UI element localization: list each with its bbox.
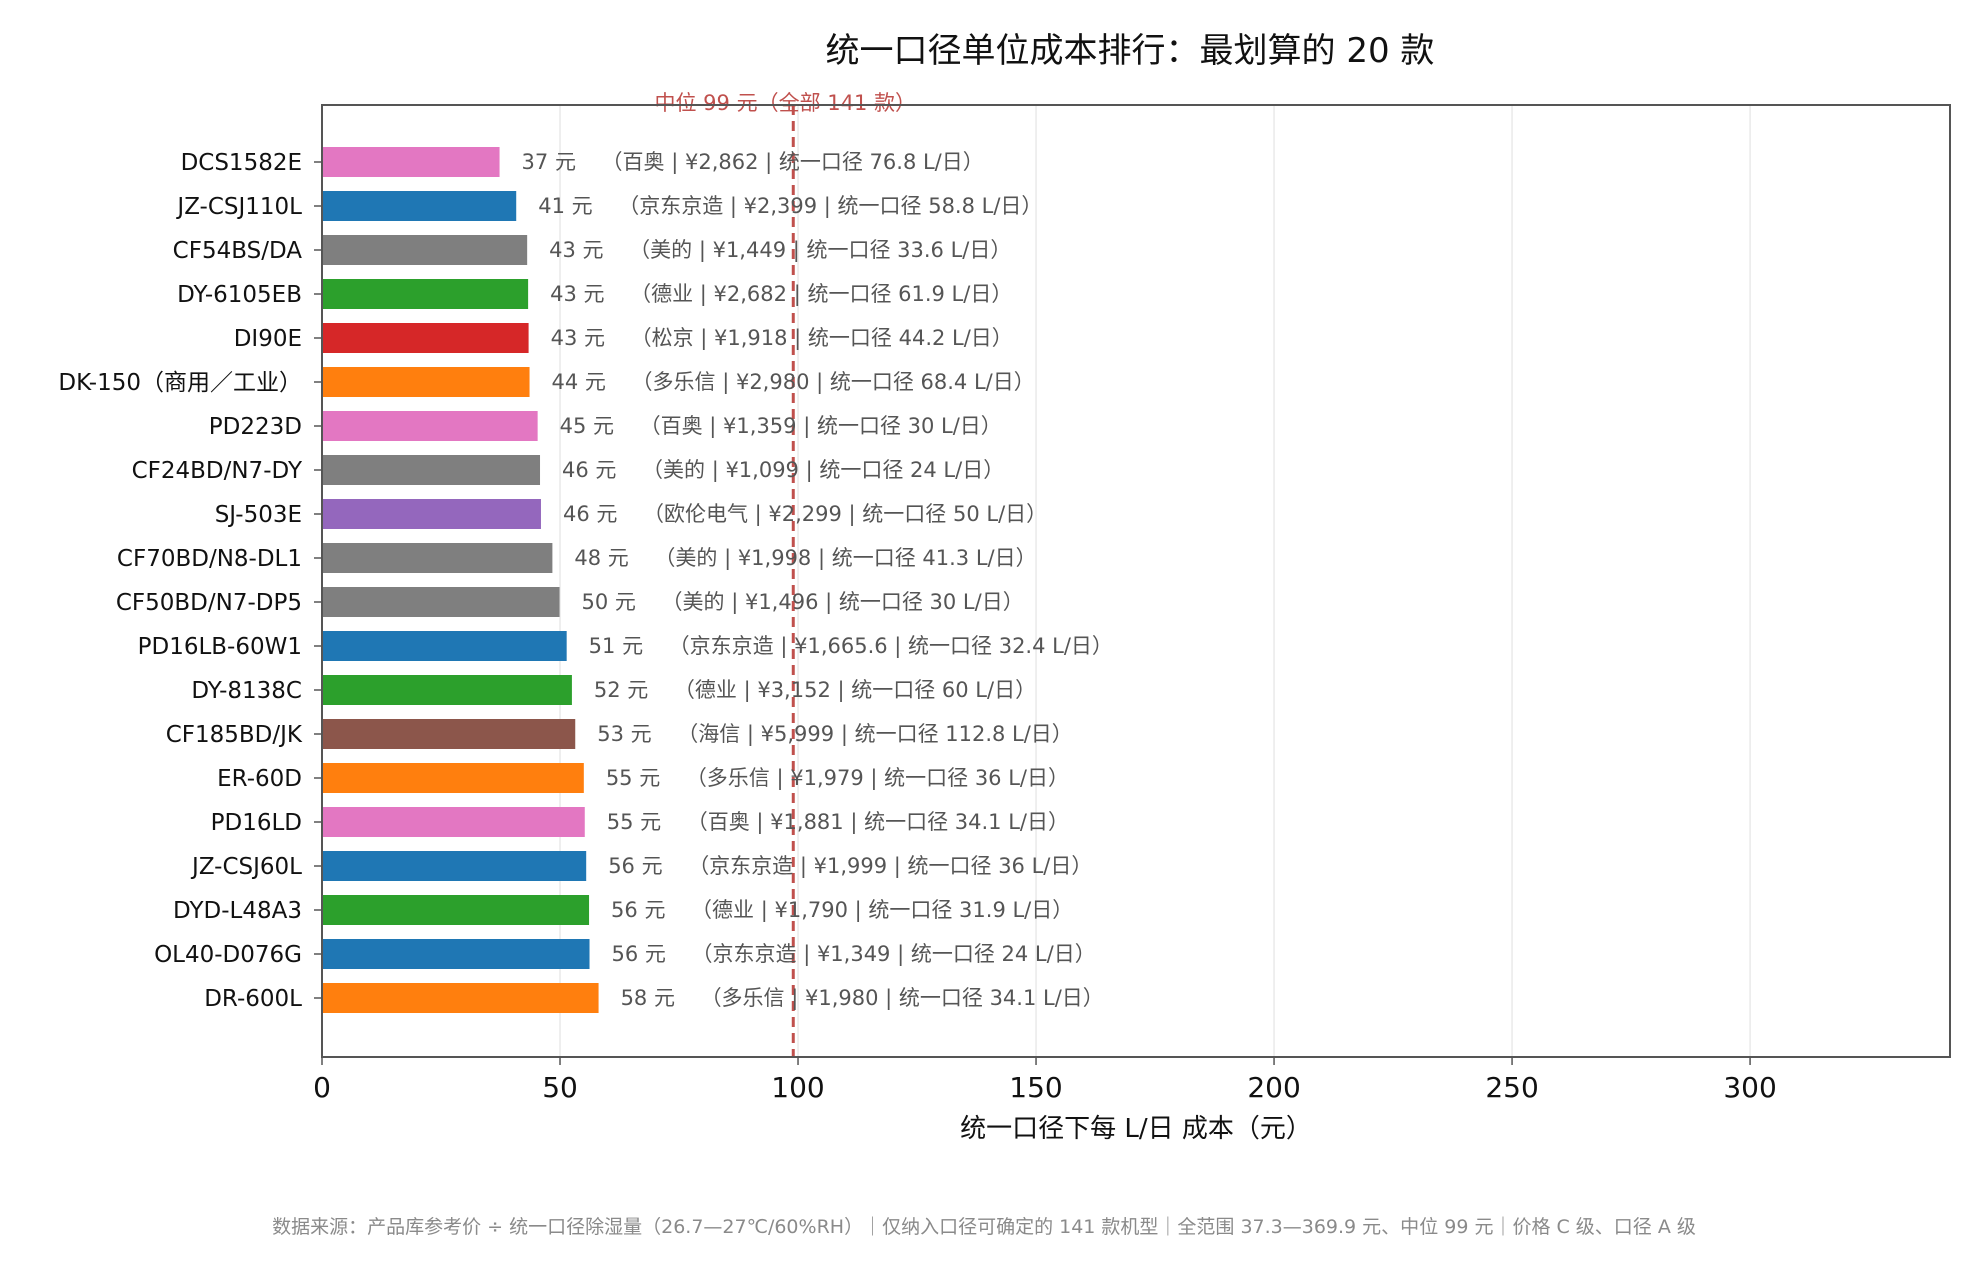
bar-value-label: 48 元 — [574, 546, 628, 570]
y-tick-label: PD223D — [209, 414, 302, 440]
bar-value-label: 50 元 — [582, 590, 636, 614]
bar-value-label: 53 元 — [597, 722, 651, 746]
y-tick-label: DK-150（商用／工业） — [58, 370, 302, 396]
y-tick-label: SJ-503E — [215, 502, 302, 528]
bar-detail-label: （欧伦电气 | ¥2,299 | 统一口径 50 L/日） — [643, 502, 1047, 527]
bars — [322, 147, 599, 1013]
chart-title: 统一口径单位成本排行：最划算的 20 款 — [826, 31, 1435, 71]
bar-detail-label: （京东京造 | ¥1,665.6 | 统一口径 32.4 L/日） — [669, 634, 1113, 659]
y-tick-label: JZ-CSJ110L — [175, 194, 302, 220]
x-axis-label: 统一口径下每 L/日 成本（元） — [960, 1114, 1312, 1144]
median-line-group: 中位 99 元（全部 141 款） — [655, 91, 917, 1057]
x-tick-label: 150 — [1009, 1071, 1062, 1104]
bar-detail-label: （百奥 | ¥1,881 | 统一口径 34.1 L/日） — [687, 810, 1069, 835]
bar-value-label: 43 元 — [551, 326, 605, 350]
bar-value-label: 41 元 — [538, 194, 592, 218]
median-label: 中位 99 元（全部 141 款） — [655, 91, 917, 115]
x-tick-label: 50 — [542, 1071, 578, 1104]
bar-value-label: 56 元 — [608, 854, 662, 878]
bar — [322, 411, 538, 441]
y-tick-label: ER-60D — [217, 766, 302, 792]
bar-detail-label: （多乐信 | ¥1,980 | 统一口径 34.1 L/日） — [701, 986, 1104, 1011]
y-tick-label: PD16LB-60W1 — [138, 634, 302, 660]
bar — [322, 455, 541, 485]
y-tick-label: OL40-D076G — [154, 942, 302, 968]
bar-value-label: 37 元 — [522, 150, 576, 174]
bar-value-label: 45 元 — [560, 414, 614, 438]
bar-detail-label: （美的 | ¥1,449 | 统一口径 33.6 L/日） — [629, 238, 1011, 263]
bar — [322, 719, 576, 749]
bar-detail-label: （德业 | ¥3,152 | 统一口径 60 L/日） — [674, 678, 1036, 703]
bar — [322, 543, 553, 573]
y-tick-label: DCS1582E — [181, 150, 302, 176]
bar — [322, 807, 585, 837]
bar-value-label: 46 元 — [563, 502, 617, 526]
bar-value-label: 44 元 — [552, 370, 606, 394]
bar-value-label: 55 元 — [606, 766, 660, 790]
y-tick-label: CF54BS/DA — [173, 238, 303, 264]
y-tick-label: DY-6105EB — [177, 282, 302, 308]
bar — [322, 983, 599, 1013]
y-tick-label: CF70BD/N8-DL1 — [117, 546, 302, 572]
bar — [322, 675, 572, 705]
bar-detail-label: （百奥 | ¥1,359 | 统一口径 30 L/日） — [640, 414, 1002, 439]
bar-detail-label: （美的 | ¥1,998 | 统一口径 41.3 L/日） — [654, 546, 1036, 571]
bar-detail-label: （松京 | ¥1,918 | 统一口径 44.2 L/日） — [631, 326, 1013, 351]
x-axis-ticks: 0 50 100 150 200 250 300 — [313, 1057, 1777, 1104]
plot-frame — [321, 104, 1951, 1058]
y-tick-label: CF185BD/JK — [166, 722, 303, 748]
bar — [322, 279, 529, 309]
bar-value-label: 43 元 — [549, 238, 603, 262]
bar — [322, 939, 590, 969]
bar-detail-label: （德业 | ¥1,790 | 统一口径 31.9 L/日） — [691, 898, 1073, 923]
bar-detail-label: （美的 | ¥1,099 | 统一口径 24 L/日） — [642, 458, 1004, 483]
y-tick-label: PD16LD — [211, 810, 302, 836]
bar-value-label: 58 元 — [621, 986, 675, 1010]
bar — [322, 587, 560, 617]
bar-detail-label: （多乐信 | ¥2,980 | 统一口径 68.4 L/日） — [632, 370, 1035, 395]
x-tick-label: 250 — [1485, 1071, 1538, 1104]
bar — [322, 895, 590, 925]
y-tick-label: DYD-L48A3 — [173, 898, 302, 924]
x-tick-label: 300 — [1723, 1071, 1776, 1104]
bar — [322, 499, 541, 529]
y-tick-label: DR-600L — [204, 986, 302, 1012]
bar — [322, 851, 587, 881]
bar-labels: DCS1582E 37 元 （百奥 | ¥2,862 | 统一口径 76.8 L/日… — [58, 150, 1113, 1012]
bar-detail-label: （京东京造 | ¥1,349 | 统一口径 24 L/日） — [692, 942, 1096, 967]
x-tick-label: 200 — [1247, 1071, 1300, 1104]
bar-value-label: 56 元 — [612, 942, 666, 966]
y-tick-label: CF50BD/N7-DP5 — [116, 590, 302, 616]
bar — [322, 147, 500, 177]
bar — [322, 763, 584, 793]
bar-value-label: 51 元 — [589, 634, 643, 658]
y-tick-label: DI90E — [234, 326, 302, 352]
bar — [322, 191, 517, 221]
bar-value-label: 43 元 — [550, 282, 604, 306]
bar-detail-label: （百奥 | ¥2,862 | 统一口径 76.8 L/日） — [602, 150, 984, 175]
bar-detail-label: （京东京造 | ¥2,399 | 统一口径 58.8 L/日） — [618, 194, 1042, 219]
bar-value-label: 46 元 — [562, 458, 616, 482]
y-tick-label: JZ-CSJ60L — [190, 854, 302, 880]
bar-value-label: 56 元 — [611, 898, 665, 922]
x-tick-label: 100 — [771, 1071, 824, 1104]
bar — [322, 323, 529, 353]
data-source-footnote: 数据来源：产品库参考价 ÷ 统一口径除湿量（26.7—27℃/60%RH）｜仅纳… — [272, 1216, 1696, 1238]
bar-value-label: 52 元 — [594, 678, 648, 702]
bar-detail-label: （京东京造 | ¥1,999 | 统一口径 36 L/日） — [688, 854, 1092, 879]
bar-detail-label: （美的 | ¥1,496 | 统一口径 30 L/日） — [662, 590, 1024, 615]
bar-detail-label: （德业 | ¥2,682 | 统一口径 61.9 L/日） — [630, 282, 1012, 307]
y-tick-label: CF24BD/N7-DY — [132, 458, 303, 484]
bar-detail-label: （多乐信 | ¥1,979 | 统一口径 36 L/日） — [686, 766, 1069, 791]
bar-detail-label: （海信 | ¥5,999 | 统一口径 112.8 L/日） — [677, 722, 1073, 747]
bar — [322, 235, 528, 265]
bar — [322, 367, 530, 397]
bar-value-label: 55 元 — [607, 810, 661, 834]
bar — [322, 631, 567, 661]
x-tick-label: 0 — [313, 1071, 331, 1104]
y-tick-label: DY-8138C — [191, 678, 302, 704]
